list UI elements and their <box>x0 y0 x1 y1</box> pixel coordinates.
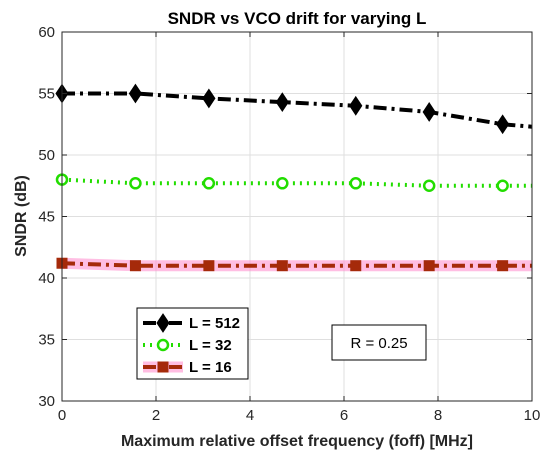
legend-label: L = 16 <box>189 359 232 376</box>
legend-marker <box>156 313 170 333</box>
y-tick-label: 35 <box>38 332 55 349</box>
data-point <box>202 88 216 109</box>
x-tick-label: 0 <box>58 407 66 424</box>
data-point <box>422 102 436 122</box>
y-tick-label: 40 <box>38 270 55 287</box>
x-tick-label: 4 <box>246 407 254 424</box>
series-square <box>56 257 532 272</box>
annotation-text: R = 0.25 <box>350 335 407 352</box>
series-line <box>62 91 533 129</box>
y-tick-label: 50 <box>38 147 55 164</box>
series-line <box>61 261 532 268</box>
data-point <box>349 177 362 190</box>
series-circle <box>55 173 532 192</box>
grid <box>61 31 533 402</box>
y-tick-label: 45 <box>38 209 55 226</box>
x-tick-label: 8 <box>434 407 442 424</box>
legend-marker <box>157 361 169 373</box>
data-point <box>129 260 141 272</box>
chart-title: SNDR vs VCO drift for varying L <box>168 9 427 28</box>
legend-item: L = 16 <box>143 359 232 376</box>
y-tick-label: 30 <box>38 393 55 410</box>
y-axis-label: SNDR (dB) <box>13 175 30 257</box>
x-tick-label: 2 <box>152 407 160 424</box>
data-point <box>497 260 509 272</box>
data-point <box>276 177 289 190</box>
y-tick-label: 55 <box>38 86 55 103</box>
legend-label: L = 512 <box>189 315 240 332</box>
series-layer <box>55 83 533 272</box>
annotation-frame <box>331 324 427 361</box>
data-point <box>350 260 362 272</box>
data-point <box>128 83 143 104</box>
legend-item: L = 32 <box>143 337 232 354</box>
data-point <box>275 92 289 113</box>
y-tick-label: 60 <box>38 24 55 41</box>
series-diamond <box>55 83 533 135</box>
annotation-box: R = 0.25 <box>331 324 427 361</box>
data-point <box>202 177 216 190</box>
legend-label: L = 32 <box>189 337 232 354</box>
data-point <box>422 179 436 192</box>
data-point <box>129 177 142 190</box>
data-point <box>276 260 288 272</box>
data-point <box>349 95 363 116</box>
data-point <box>423 260 435 272</box>
legend-item: L = 512 <box>143 313 240 333</box>
data-point <box>496 179 509 192</box>
series-line <box>61 177 532 188</box>
x-axis-label: Maximum relative offset frequency (foff)… <box>121 433 473 450</box>
x-tick-label: 6 <box>340 407 348 424</box>
data-point <box>496 114 510 135</box>
x-tick-label: 10 <box>524 407 541 424</box>
axis-ticks: 0 2 4 6 8 10 30 35 40 45 50 55 60 <box>38 24 540 424</box>
data-point <box>203 260 215 272</box>
legend-marker <box>156 338 170 352</box>
legend: L = 512 L = 32 L = 16 <box>136 307 249 380</box>
